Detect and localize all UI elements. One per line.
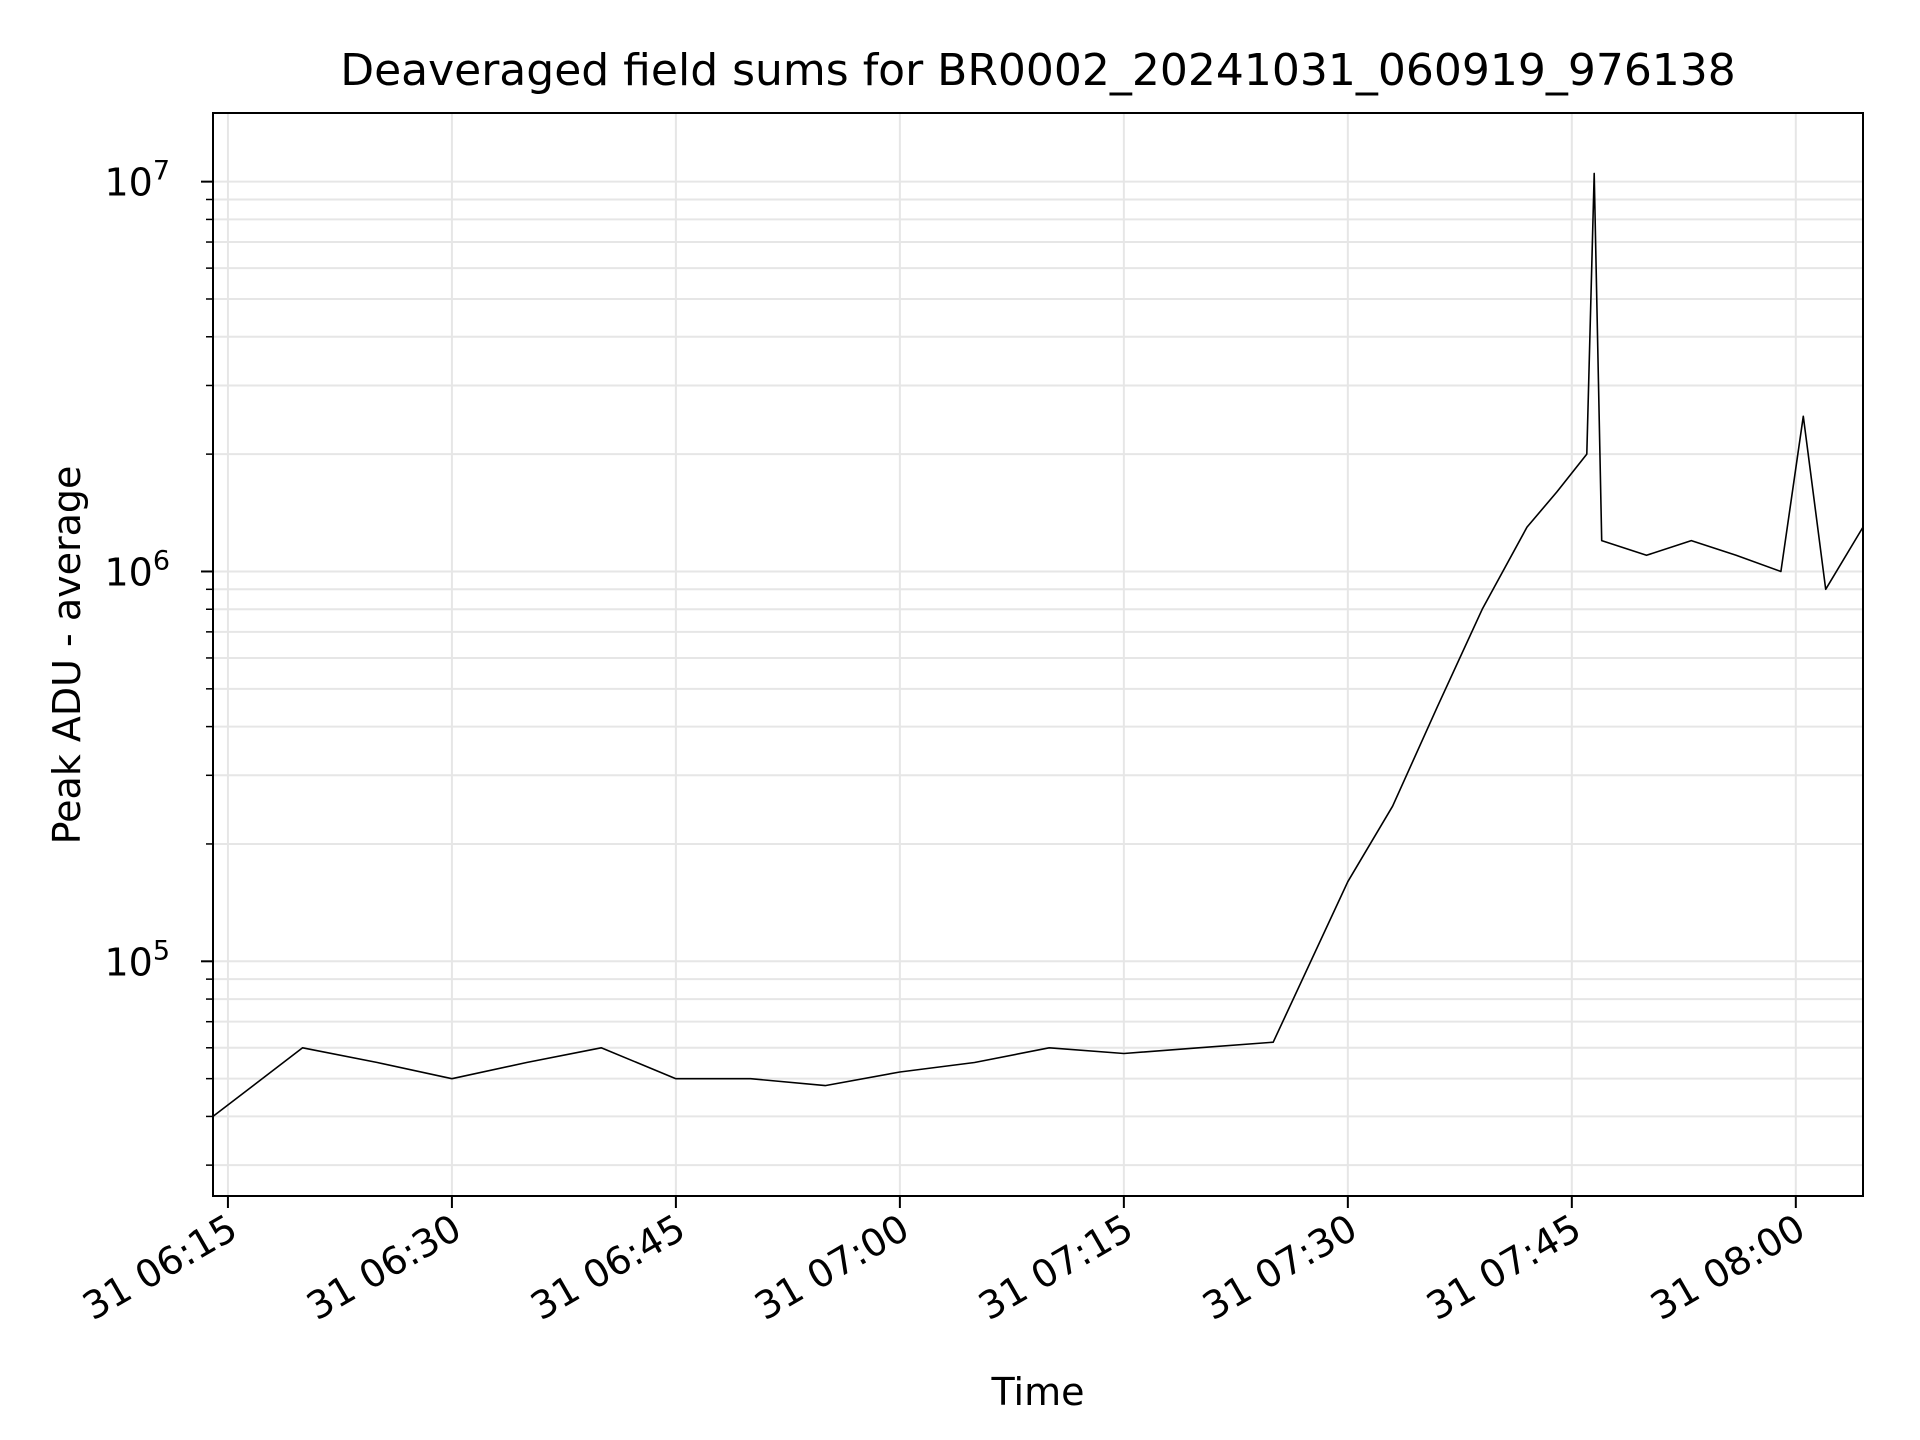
y-axis-label: Peak ADU - average [45,466,89,845]
y-tick-label: 105 [104,935,170,984]
chart-title: Deaveraged field sums for BR0002_2024103… [340,45,1736,96]
grid [213,113,1863,1196]
y-tick-label: 106 [104,545,170,594]
y-tick-label: 107 [104,156,170,205]
x-axis-label: Time [991,1370,1085,1414]
plot-frame [212,112,1864,1197]
series-line [212,172,1864,1118]
series-line-group [212,172,1864,1118]
